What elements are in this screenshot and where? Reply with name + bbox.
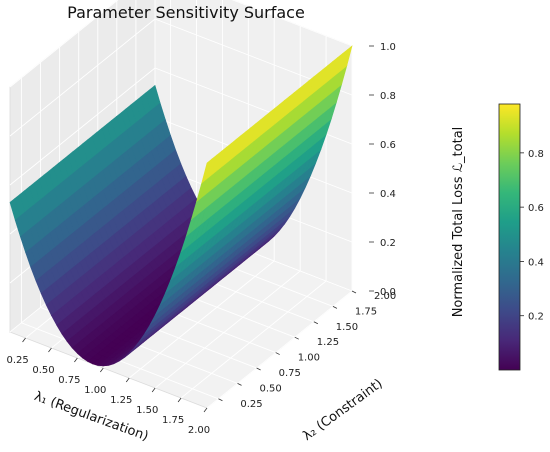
y-tick-label: 1.50: [336, 322, 358, 333]
y-tick-label: 1.75: [355, 306, 377, 317]
y-tick-mark: [313, 321, 319, 325]
y-tick-mark: [351, 290, 357, 294]
y-tick-mark: [256, 367, 261, 371]
x-tick-label: 1.00: [84, 385, 106, 396]
x-tick-mark: [22, 337, 26, 343]
x-tick-label: 1.50: [136, 405, 158, 416]
y-tick-mark: [237, 383, 242, 386]
z-tick-label: 0.6: [380, 140, 396, 151]
x-tick-mark: [99, 367, 104, 373]
y-tick-label: 0.50: [260, 383, 282, 394]
z-tick-label: 0.8: [380, 91, 396, 102]
surface-facet: [201, 158, 213, 184]
x-tick-label: 1.25: [110, 395, 132, 406]
colorbar-tick-label: 0.4: [528, 257, 544, 268]
z-tick-label: 0.4: [380, 189, 396, 200]
y-tick-label: 1.00: [298, 353, 320, 364]
x-tick-label: 0.25: [6, 355, 28, 366]
y-tick-mark: [275, 352, 280, 355]
x-tick-mark: [177, 397, 182, 403]
x-tick-label: 2.00: [188, 425, 210, 436]
x-tick-mark: [48, 347, 52, 353]
colorbar-tick-label: 0.8: [528, 149, 544, 160]
y-tick-label: 1.25: [317, 337, 339, 348]
x-tick-mark: [203, 407, 208, 413]
colorbar-bar: [498, 103, 521, 371]
colorbar-tick-label: 0.6: [528, 203, 544, 214]
surface-mesh: [9, 45, 353, 367]
y-tick-label: 0.75: [279, 368, 301, 379]
grid-line-z: [9, 0, 353, 88]
x-tick-label: 1.75: [162, 415, 184, 426]
x-tick-mark: [151, 387, 156, 393]
x-tick-label: 0.50: [32, 365, 54, 376]
x-tick-mark: [125, 377, 130, 383]
colorbar-tick-label: 0.2: [528, 312, 544, 323]
colorbar: 0.2 0.4 0.6 0.8 Normalized Total Loss ℒ_tota…: [451, 103, 544, 371]
x-axis-label: λ₁ (Regularization): [32, 389, 150, 444]
y-tick-mark: [218, 398, 223, 402]
y-axis-label: λ₂ (Constraint): [300, 376, 385, 444]
grid-line-z: [9, 18, 353, 137]
x-tick-label: 0.75: [58, 375, 80, 386]
x-tick-mark: [74, 357, 78, 363]
y-tick-mark: [294, 336, 299, 340]
z-tick-label: 0.2: [380, 238, 396, 249]
chart-title: Parameter Sensitivity Surface: [67, 3, 305, 22]
y-tick-label: 2.00: [374, 291, 396, 302]
z-tick-label: 0.0: [380, 287, 396, 298]
colorbar-label: Normalized Total Loss ℒ_total: [451, 127, 466, 318]
y-tick-label: 0.25: [240, 399, 262, 410]
z-tick-label: 1.0: [380, 42, 396, 53]
y-tick-mark: [332, 306, 338, 309]
